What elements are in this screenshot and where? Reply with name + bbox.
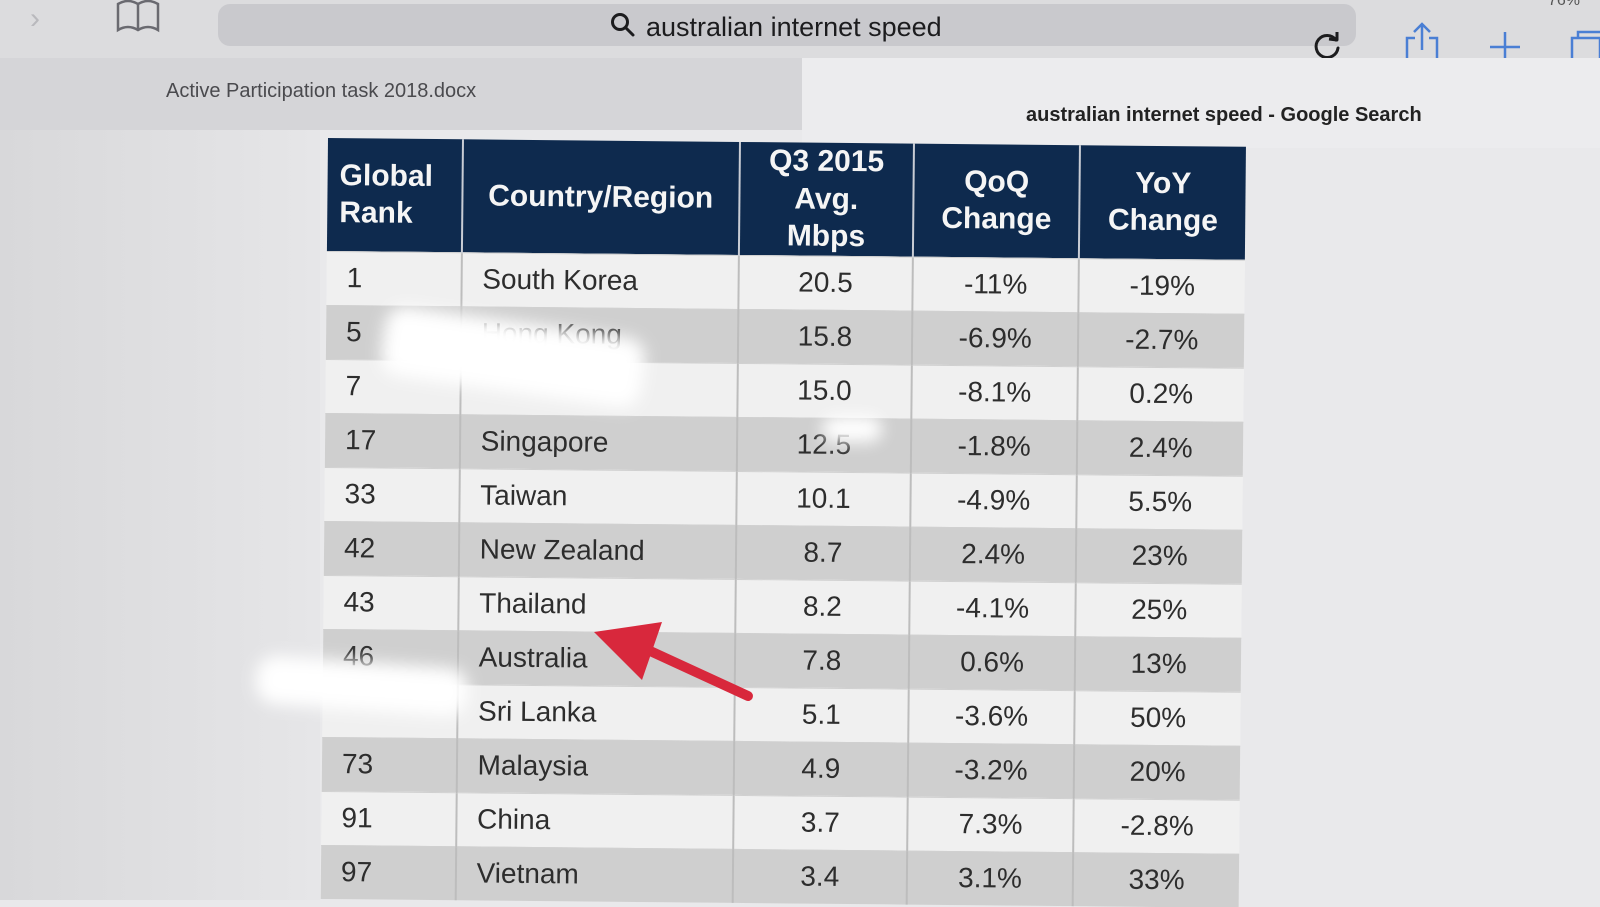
country-cell: Malaysia <box>456 738 735 795</box>
yoy-cell: 50% <box>1074 690 1241 746</box>
table-row: 33 Taiwan 10.1 -4.9% 5.5% <box>324 466 1243 530</box>
bookmarks-icon[interactable] <box>116 0 160 34</box>
rank-cell: 43 <box>323 574 459 631</box>
rank-cell: 91 <box>321 790 457 847</box>
tab-document[interactable]: Active Participation task 2018.docx <box>0 58 802 130</box>
tab-document-label: Active Participation task 2018.docx <box>166 80 477 102</box>
qoq-cell: -6.9% <box>911 310 1079 367</box>
yoy-cell: -2.8% <box>1073 798 1240 854</box>
search-icon <box>611 13 635 37</box>
header-avg-mbps: Q3 2015 Avg. Mbps <box>738 141 914 257</box>
table-row: 17 Singapore 12.5 -1.8% 2.4% <box>324 412 1244 476</box>
rank-cell: 17 <box>324 412 460 469</box>
header-yoy-change: YoY Change <box>1079 145 1246 260</box>
table-row: 73 Malaysia 4.9 -3.2% 20% <box>321 736 1241 800</box>
table-row: 1 South Korea 20.5 -11% -19% <box>326 250 1245 314</box>
address-text[interactable]: australian internet speed <box>646 12 942 42</box>
qoq-cell: -11% <box>912 256 1080 313</box>
country-cell: China <box>455 792 734 849</box>
table-row: 91 China 3.7 7.3% -2.8% <box>321 790 1240 854</box>
yoy-cell: -19% <box>1078 258 1245 314</box>
header-country-region: Country/Region <box>461 139 740 255</box>
rank-cell: 97 <box>320 844 456 900</box>
avg-mbps-cell: 20.5 <box>738 254 913 311</box>
qoq-cell: -8.1% <box>911 364 1079 421</box>
table-header-row: Global Rank Country/Region Q3 2015 Avg. Mb… <box>326 138 1246 260</box>
tab-google-search-label: australian internet speed - Google Searc… <box>1026 104 1422 126</box>
country-cell: Singapore <box>459 414 738 471</box>
new-tab-icon[interactable] <box>1488 30 1522 64</box>
glare-overlay <box>822 416 882 442</box>
page-background <box>0 130 320 900</box>
yoy-cell: -2.7% <box>1078 312 1245 368</box>
table-row: 43 Thailand 8.2 -4.1% 25% <box>323 574 1242 638</box>
rank-cell: 73 <box>321 736 457 793</box>
header-global-rank: Global Rank <box>326 138 463 253</box>
avg-mbps-cell: 4.9 <box>733 740 909 797</box>
tab-google-search[interactable]: australian internet speed - Google Searc… <box>802 58 1600 148</box>
yoy-cell: 23% <box>1076 528 1243 584</box>
address-bar[interactable]: australian internet speed <box>218 4 1356 46</box>
browser-toolbar: › australian internet speed 76% <box>0 0 1600 72</box>
table-row: 42 New Zealand 8.7 2.4% 23% <box>323 520 1243 584</box>
qoq-cell: 2.4% <box>909 526 1077 583</box>
country-cell: Taiwan <box>458 468 737 525</box>
yoy-cell: 2.4% <box>1077 420 1244 476</box>
forward-icon[interactable]: › <box>30 2 40 35</box>
qoq-cell: -4.9% <box>910 472 1078 529</box>
yoy-cell: 0.2% <box>1077 366 1244 422</box>
rank-cell: 33 <box>324 466 460 523</box>
yoy-cell: 20% <box>1074 744 1241 800</box>
rank-cell: 1 <box>326 250 462 307</box>
avg-mbps-cell: 3.7 <box>733 794 908 851</box>
avg-mbps-cell: 15.0 <box>737 362 912 419</box>
avg-mbps-cell: 8.7 <box>735 524 911 581</box>
header-qoq-change: QoQ Change <box>912 143 1081 259</box>
table-row: 97 Vietnam 3.4 3.1% 33% <box>320 844 1240 907</box>
yoy-cell: 25% <box>1075 582 1242 638</box>
country-cell: New Zealand <box>458 522 737 579</box>
country-cell: South Korea <box>461 252 739 309</box>
qoq-cell: 0.6% <box>908 634 1076 691</box>
tab-bar: Active Participation task 2018.docx × au… <box>0 58 1600 148</box>
rank-cell: 42 <box>323 520 459 577</box>
qoq-cell: 3.1% <box>906 850 1074 906</box>
reload-icon[interactable] <box>1312 30 1342 62</box>
avg-mbps-cell: 3.4 <box>732 848 907 905</box>
internet-speed-table: Global Rank Country/Region Q3 2015 Avg. Mb… <box>320 138 1246 907</box>
avg-mbps-cell: 8.2 <box>735 578 910 635</box>
qoq-cell: -4.1% <box>909 580 1077 637</box>
qoq-cell: -3.2% <box>907 742 1075 799</box>
avg-mbps-cell: 15.8 <box>737 308 913 365</box>
qoq-cell: -3.6% <box>908 688 1076 745</box>
yoy-cell: 33% <box>1073 852 1240 907</box>
battery-indicator: 76% <box>1548 0 1581 9</box>
country-cell: Vietnam <box>455 846 734 903</box>
red-arrow-annotation <box>594 622 753 701</box>
avg-mbps-cell: 10.1 <box>736 470 911 527</box>
avg-mbps-cell: 7.8 <box>734 632 910 689</box>
qoq-cell: -1.8% <box>910 418 1078 475</box>
yoy-cell: 13% <box>1075 636 1242 692</box>
avg-mbps-cell: 5.1 <box>734 686 909 743</box>
yoy-cell: 5.5% <box>1076 474 1243 530</box>
qoq-cell: 7.3% <box>906 796 1075 853</box>
